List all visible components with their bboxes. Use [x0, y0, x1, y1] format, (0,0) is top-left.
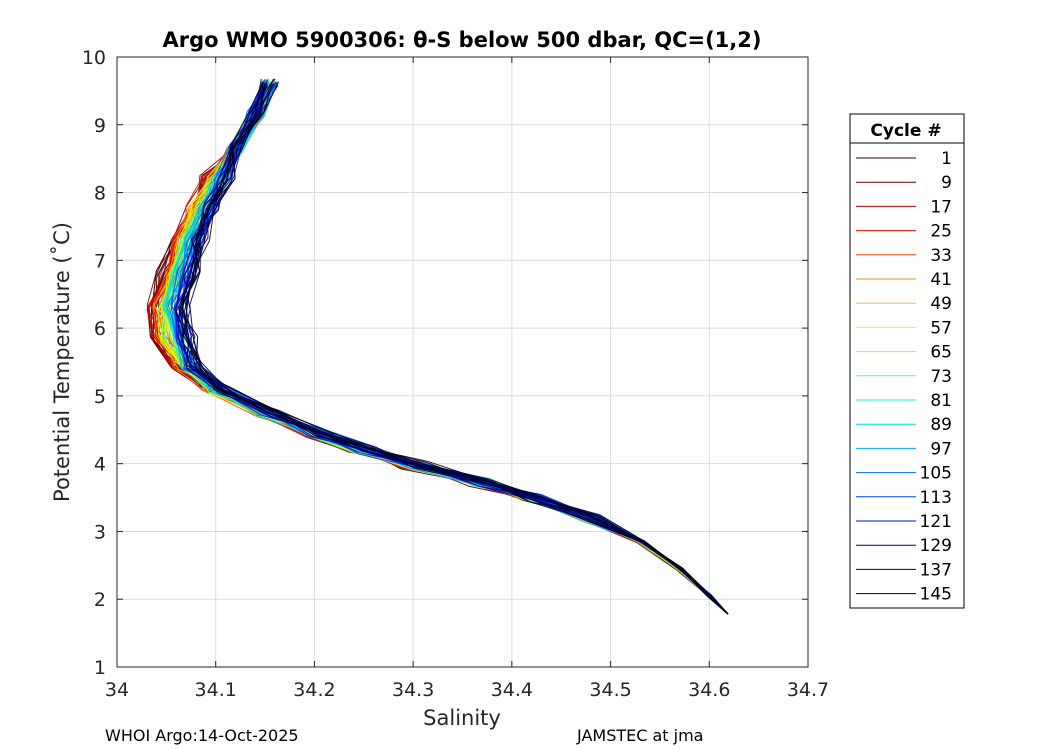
- footer-right: JAMSTEC at jma: [577, 726, 704, 745]
- x-tick-label: 34: [105, 679, 129, 701]
- x-tick-label: 34.7: [787, 679, 829, 701]
- y-tick-label: 7: [94, 250, 106, 272]
- y-tick-label: 5: [94, 386, 106, 408]
- legend-entry-label: 57: [930, 318, 952, 338]
- legend-entry-label: 65: [930, 343, 952, 363]
- plot-background: [117, 57, 808, 667]
- x-tick-label: 34.4: [491, 679, 533, 701]
- legend-entry-label: 113: [920, 488, 952, 508]
- x-axis-label: Salinity: [423, 706, 501, 730]
- legend-entry-label: 89: [930, 415, 952, 435]
- y-tick-label: 1: [94, 657, 106, 679]
- legend-entry-label: 81: [930, 391, 952, 411]
- profile-line-cycle-145: [175, 85, 729, 615]
- legend-entry-label: 73: [930, 367, 952, 387]
- plot-area: [116, 56, 809, 668]
- legend-title: Cycle #: [870, 121, 941, 141]
- legend-entries: 1 9 17 25 33 41 49 57 65 73 81 89 97 105 113 121 129 137 1…: [856, 149, 952, 605]
- y-tick-label: 6: [94, 318, 106, 340]
- legend-entry-label: 97: [930, 439, 952, 459]
- y-tick-label: 8: [94, 183, 106, 205]
- x-tick-label: 34.2: [293, 679, 335, 701]
- x-axis-ticks: 34 34.1 34.2 34.3 34.4 34.5 34.6 34.7: [105, 57, 829, 701]
- y-tick-label: 9: [94, 115, 106, 137]
- profile-lines: [146, 78, 729, 615]
- legend-entry-label: 129: [920, 536, 952, 556]
- x-tick-label: 34.6: [688, 679, 730, 701]
- profile-line-cycle-145: [181, 82, 729, 615]
- y-tick-label: 4: [94, 454, 106, 476]
- profile-line-cycle-137: [189, 85, 729, 615]
- legend-entry-label: 137: [920, 560, 952, 580]
- legend-entry-label: 49: [930, 294, 952, 314]
- y-axis-label: Potential Temperature (˚C): [50, 222, 74, 502]
- legend: Cycle # 1 9 17 25 33 41 49 57 65 73 81 89 97 105 113 12…: [849, 113, 965, 609]
- x-tick-label: 34.1: [195, 679, 237, 701]
- legend-entry-label: 17: [930, 197, 952, 217]
- y-tick-label: 3: [94, 521, 106, 543]
- legend-entry-label: 25: [930, 222, 952, 242]
- chart-title: Argo WMO 5900306: θ-S below 500 dbar, QC…: [163, 28, 762, 52]
- y-axis-ticks: 1 2 3 4 5 6 7 8 9 10: [82, 47, 808, 679]
- x-tick-label: 34.3: [392, 679, 434, 701]
- plot-frame: [116, 56, 809, 668]
- footer-left: WHOI Argo:14-Oct-2025: [105, 726, 299, 745]
- legend-entry-label: 33: [930, 246, 952, 266]
- profile-line-cycle-145: [179, 83, 729, 615]
- legend-entry-label: 9: [941, 173, 952, 193]
- legend-entry-label: 145: [920, 585, 952, 605]
- legend-entry-label: 105: [920, 464, 952, 484]
- y-tick-label: 2: [94, 589, 106, 611]
- legend-entry-label: 41: [930, 270, 952, 290]
- grid-lines: [117, 57, 808, 667]
- x-tick-label: 34.5: [589, 679, 631, 701]
- y-tick-label: 10: [82, 47, 106, 69]
- legend-entry-label: 121: [920, 512, 952, 532]
- legend-box: [849, 113, 965, 609]
- legend-entry-label: 1: [941, 149, 952, 169]
